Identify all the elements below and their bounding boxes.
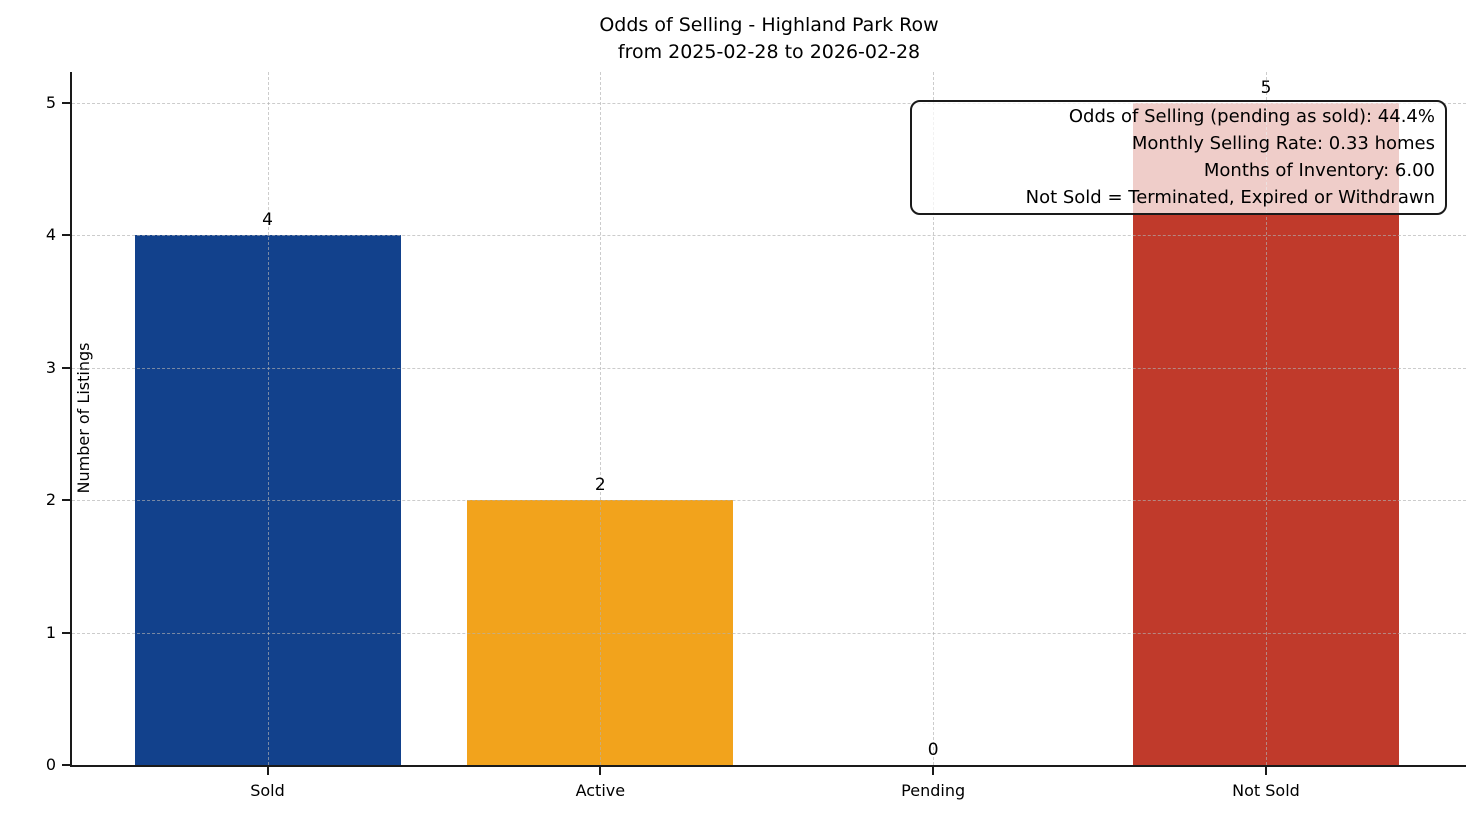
chart-subtitle: from 2025-02-28 to 2026-02-28: [617, 41, 921, 63]
annotation-line-rate: Monthly Selling Rate: 0.33 homes: [1131, 133, 1435, 154]
x-tick-label-active: Active: [575, 781, 626, 800]
gridline-y-2: [72, 500, 1466, 502]
y-tick-mark-3: [62, 366, 70, 369]
chart-title: Odds of Selling - Highland Park Row: [599, 14, 939, 36]
x-tick-label-not-sold: Not Sold: [1232, 781, 1300, 800]
x-tick-label-sold: Sold: [250, 781, 285, 800]
gridline-x-active: [600, 72, 602, 765]
x-axis-spine: [70, 765, 1466, 767]
x-tick-label-pending: Pending: [901, 781, 966, 800]
annotation-line-notsold-note: Not Sold = Terminated, Expired or Withdr…: [1025, 187, 1435, 208]
y-axis-spine: [70, 72, 72, 767]
y-tick-label-4: 4: [45, 225, 56, 245]
gridline-y-1: [72, 632, 1466, 634]
bar-value-label-sold: 4: [262, 210, 273, 231]
annotation-line-odds: Odds of Selling (pending as sold): 44.4%: [1068, 106, 1435, 127]
gridline-y-3: [72, 367, 1466, 369]
y-tick-label-1: 1: [45, 622, 56, 642]
y-tick-label-5: 5: [45, 93, 56, 112]
y-tick-mark-1: [62, 631, 70, 634]
gridline-y-5: [72, 103, 1466, 104]
y-tick-label-2: 2: [45, 490, 56, 510]
y-tick-mark-5: [62, 102, 70, 104]
annotation-line-inventory: Months of Inventory: 6.00: [1203, 160, 1435, 181]
x-tick-mark-sold: [266, 767, 269, 775]
plot-area: Odds of Selling (pending as sold): 44.4%…: [46, 72, 1466, 800]
gridline-x-pending: [933, 72, 935, 765]
y-tick-label-3: 3: [45, 357, 56, 377]
chart-title-block: Odds of Selling - Highland Park Row from…: [72, 12, 1466, 66]
bar-value-label-not-sold: 5: [1260, 78, 1272, 98]
y-tick-label-0: 0: [45, 755, 56, 774]
gridline-x-not-sold: [1265, 72, 1267, 765]
x-tick-mark-pending: [932, 767, 935, 775]
gridline-y-4: [72, 235, 1466, 237]
gridline-x-sold: [267, 72, 269, 765]
bar-value-label-active: 2: [594, 475, 606, 496]
x-tick-mark-not-sold: [1264, 767, 1267, 775]
y-tick-mark-2: [62, 499, 70, 502]
y-tick-mark-0: [62, 764, 70, 766]
bar-value-label-pending: 0: [927, 740, 939, 760]
annotation-box: Odds of Selling (pending as sold): 44.4%…: [910, 100, 1447, 215]
y-tick-mark-4: [62, 234, 70, 237]
x-tick-mark-active: [599, 767, 602, 775]
